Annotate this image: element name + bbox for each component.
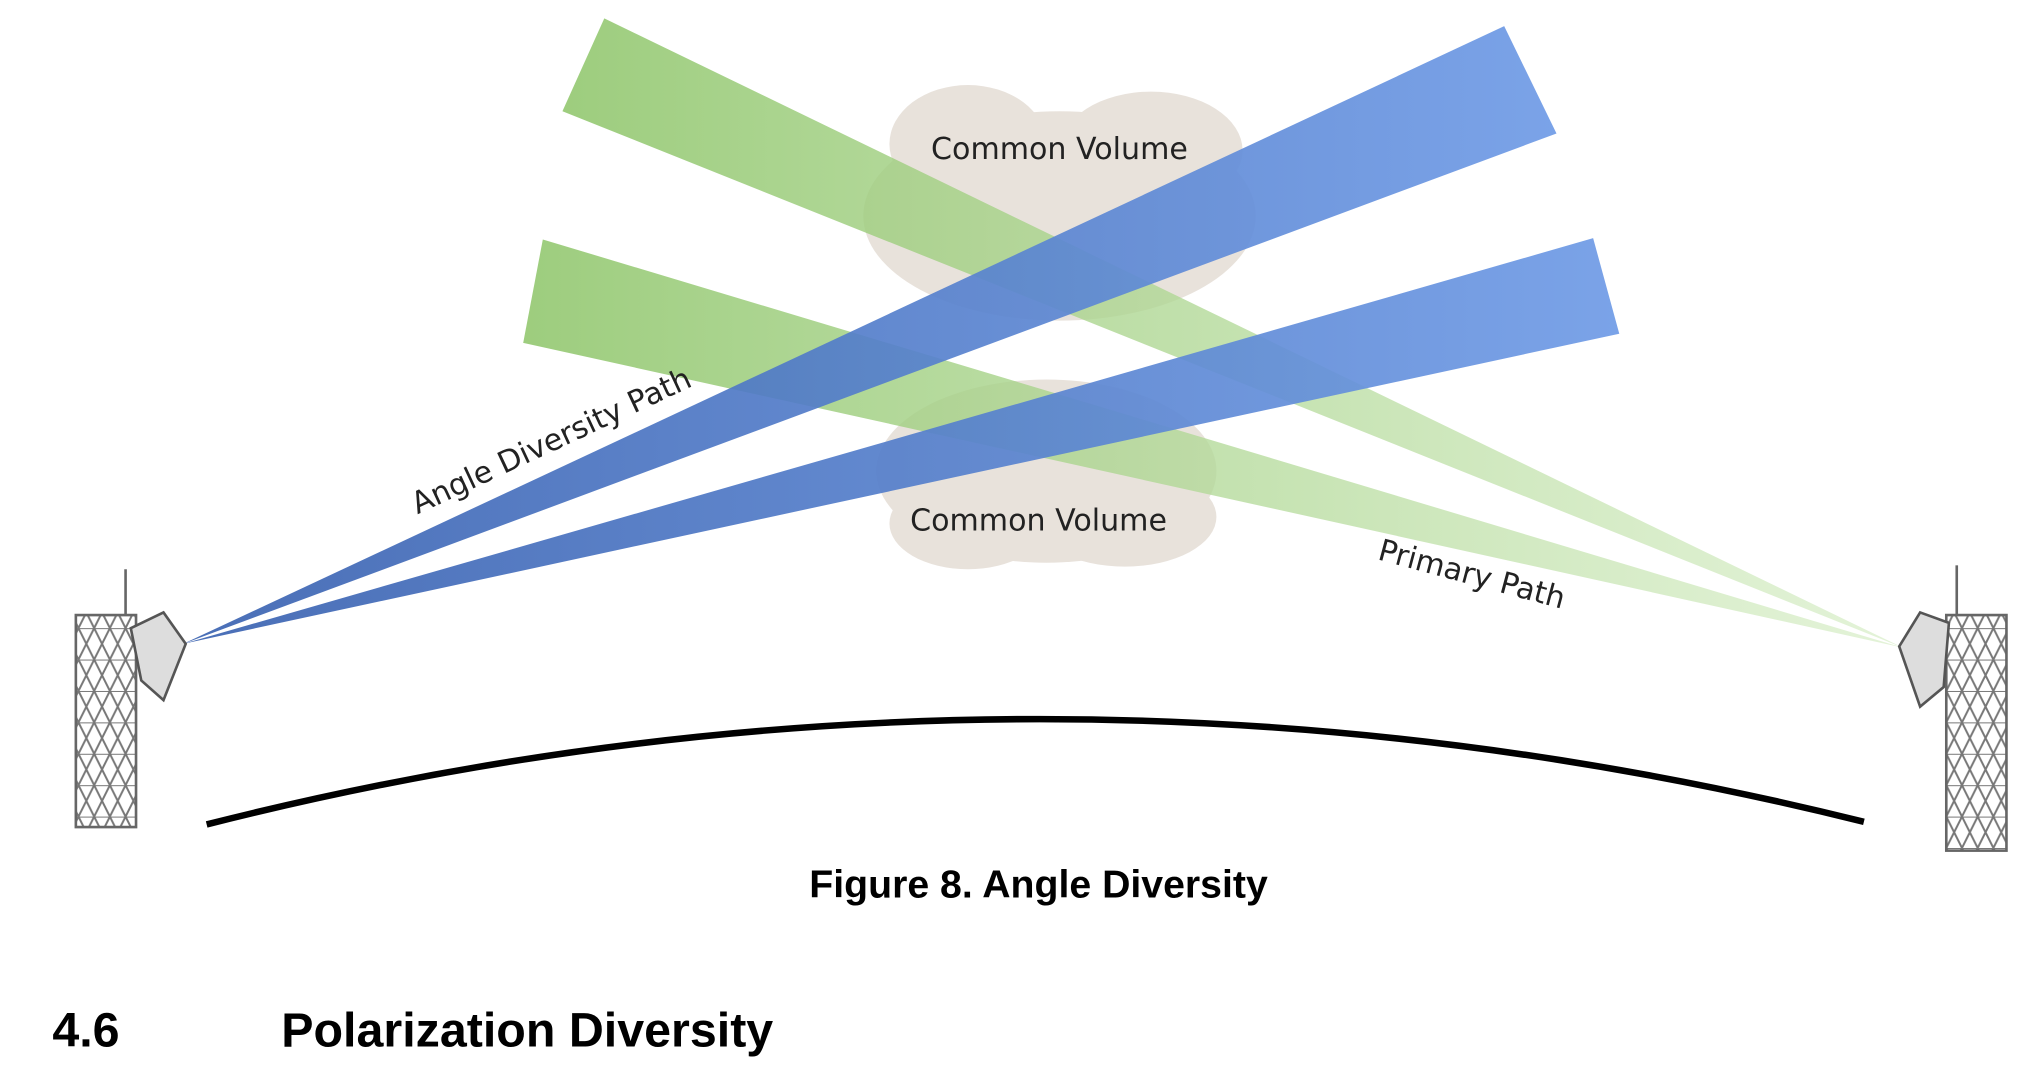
figure-caption: Figure 8. Angle Diversity xyxy=(809,863,1268,907)
beam xyxy=(523,239,1904,648)
earth-curve xyxy=(205,715,1865,828)
label: Common Volume xyxy=(931,132,1188,167)
section-title: Polarization Diversity xyxy=(281,1004,773,1058)
beam xyxy=(183,238,1620,644)
label: Common Volume xyxy=(910,504,1167,539)
section-number: 4.6 xyxy=(52,1004,119,1058)
beam xyxy=(562,18,1904,648)
tower xyxy=(74,569,188,829)
beam xyxy=(183,26,1557,644)
tower xyxy=(1897,565,2008,852)
